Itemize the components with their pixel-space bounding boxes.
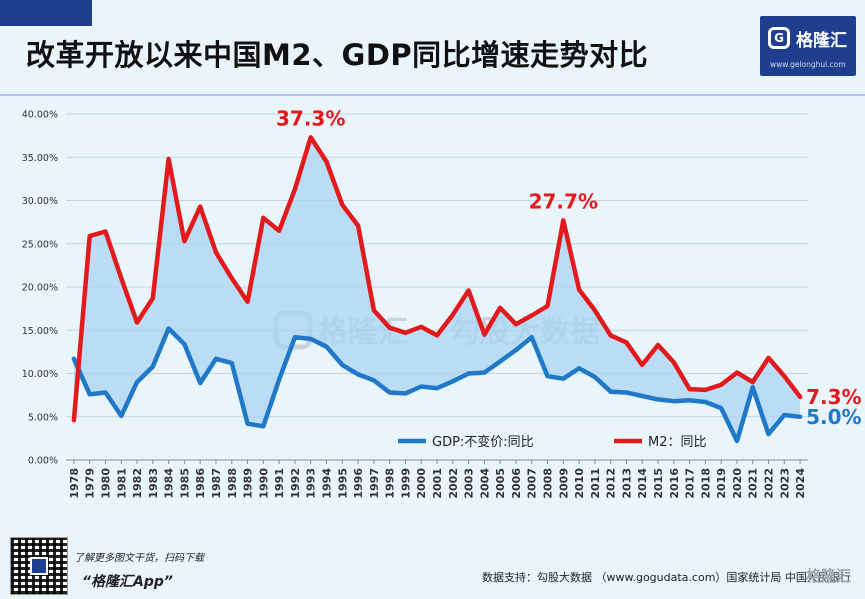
x-tick-label: 1994 [320, 468, 333, 499]
data-label: 5.0% [806, 405, 861, 429]
x-tick-label: 2007 [526, 468, 539, 499]
x-tick-label: 2016 [668, 468, 681, 499]
footer-app-name: “格隆汇App” [82, 574, 173, 590]
x-tick-label: 2017 [684, 468, 697, 499]
qr-logo-icon [30, 557, 48, 575]
logo-g-icon: G [768, 27, 790, 49]
fill-area [73, 137, 801, 441]
logo-url: www.gelonghui.com [770, 60, 846, 69]
series-line-m2 [71, 135, 803, 423]
x-tick-label: 1986 [194, 468, 207, 499]
x-tick-label: 1979 [84, 468, 97, 499]
x-tick-label: 1985 [178, 468, 191, 499]
x-tick-label: 1980 [99, 468, 112, 499]
x-tick-label: 1990 [257, 468, 270, 499]
series-line-gdp [71, 326, 803, 444]
y-axis: 0.00% 5.00% 10.00% 15.00% 20.00% 25.00% 30.00%… [22, 110, 58, 467]
x-tick-label: 1999 [399, 468, 412, 499]
x-tick-label: 1989 [242, 468, 255, 499]
x-tick-label: 1991 [273, 468, 286, 499]
logo-name: 格隆汇 [796, 31, 847, 51]
x-tick-label: 2010 [573, 468, 586, 499]
x-tick-label: 2005 [494, 468, 507, 499]
qr-code [10, 537, 68, 595]
y-tick-label: 5.00% [28, 412, 58, 423]
y-tick-label: 30.00% [22, 196, 58, 207]
data-label: 27.7% [529, 189, 598, 213]
x-tick-label: 2023 [778, 468, 791, 499]
y-tick-label: 10.00% [22, 369, 58, 380]
x-tick-label: 2001 [431, 468, 444, 499]
corner-watermark: 格隆汇 [806, 567, 852, 585]
y-tick-label: 0.00% [28, 456, 58, 467]
x-tick-label: 2015 [652, 468, 665, 499]
x-tick-label: 1988 [226, 468, 239, 499]
x-tick-label: 1996 [352, 468, 365, 499]
x-tick-label: 1993 [305, 468, 318, 499]
x-tick-label: 2022 [763, 468, 776, 499]
legend-label: M2：同比 [648, 435, 707, 450]
x-tick-label: 2002 [447, 468, 460, 499]
y-tick-label: 35.00% [22, 153, 58, 164]
x-tick-label: 2004 [478, 468, 491, 499]
x-tick-label: 2013 [620, 468, 633, 499]
x-tick-label: 1998 [384, 468, 397, 499]
title-divider [0, 94, 865, 96]
y-tick-label: 15.00% [22, 326, 58, 337]
chart: 格隆汇 勾股大数据 0.00%5.00%10.00%15.00%20.00%25… [22, 106, 862, 499]
x-tick-label: 2011 [589, 468, 602, 499]
x-tick-label: 2009 [557, 468, 570, 499]
x-tick-label: 1983 [147, 468, 160, 499]
y-tick-label: 20.00% [22, 283, 58, 294]
x-axis: 1978 1979 1980 1981 1982 1983 1984 1985 1986 1987… [66, 459, 808, 499]
data-source: 数据支持：勾股大数据 （www.gogudata.com）国家统计局 中国人民银… [482, 571, 851, 584]
x-tick-label: 2014 [636, 468, 649, 499]
series-lines [71, 135, 803, 444]
y-tick-label: 25.00% [22, 239, 58, 250]
data-label: 37.3% [276, 106, 345, 130]
x-tick-label: 2024 [794, 468, 807, 499]
x-tick-label: 1982 [131, 468, 144, 499]
x-tick-label: 1997 [368, 468, 381, 499]
legend-label: GDP:不变价:同比 [432, 434, 534, 450]
data-label: 7.3% [806, 385, 861, 409]
x-tick-label: 2021 [747, 468, 760, 499]
corner-accent [0, 0, 92, 26]
page-title: 改革开放以来中国M2、GDP同比增速走势对比 [26, 38, 649, 72]
footer-tagline: 了解更多图文干货，扫码下载 [74, 553, 204, 564]
x-tick-label: 1987 [210, 468, 223, 499]
annotations: 37.3% 27.7% 7.3%5.0% [276, 106, 862, 428]
x-tick-label: 2003 [463, 468, 476, 499]
x-tick-label: 2018 [699, 468, 712, 499]
y-tick-label: 40.00% [22, 110, 58, 121]
x-tick-label: 1981 [115, 468, 128, 499]
x-tick-label: 1978 [68, 468, 81, 499]
x-tick-label: 1992 [289, 468, 302, 499]
x-tick-label: 1995 [336, 468, 349, 499]
x-tick-label: 1984 [163, 468, 176, 499]
x-tick-label: 2000 [415, 468, 428, 499]
x-tick-label: 2019 [715, 468, 728, 499]
x-tick-label: 2008 [542, 468, 555, 499]
legend: GDP:不变价:同比 M2：同比 [398, 434, 707, 450]
x-tick-label: 2006 [510, 468, 523, 499]
logo: G 格隆汇 www.gelonghui.com [760, 16, 856, 76]
x-tick-label: 2012 [605, 468, 618, 499]
fill-between [73, 137, 801, 441]
x-tick-label: 2020 [731, 468, 744, 499]
